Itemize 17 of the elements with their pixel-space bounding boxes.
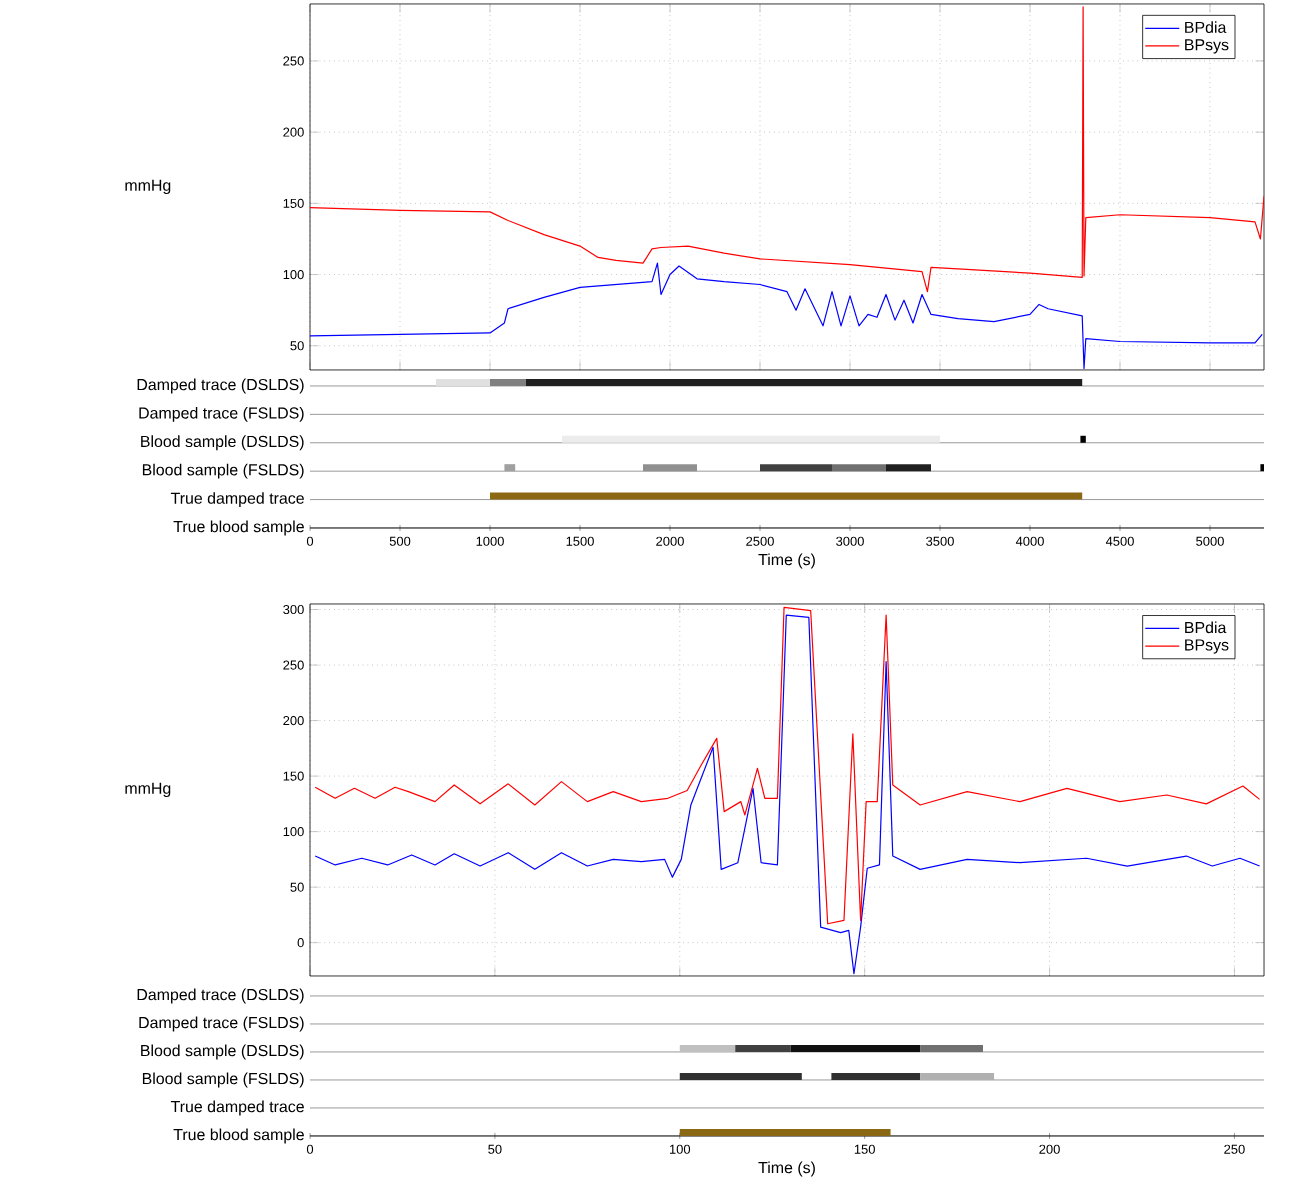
bar [679,1044,736,1052]
bar [679,1128,891,1136]
bar [643,464,698,472]
bar [886,464,932,472]
bar [490,492,1083,500]
line-series [314,614,1261,975]
bar [436,378,491,386]
bar [562,435,941,443]
bar [790,1044,921,1052]
bar [920,1072,995,1080]
line-series [310,6,1265,293]
bar [920,1044,983,1052]
bar [735,1044,791,1052]
bar [832,464,887,472]
bar [504,464,516,472]
bar [760,464,833,472]
line-series [314,606,1261,925]
